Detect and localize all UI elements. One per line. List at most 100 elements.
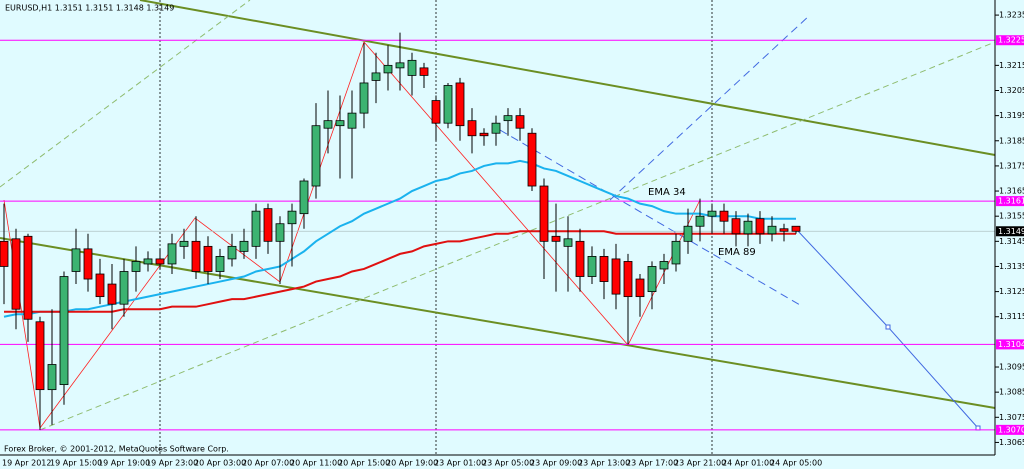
level-tag (996, 35, 1024, 46)
candle-body (503, 115, 513, 122)
x-tick-label: 23 Apr 13:00 (578, 459, 630, 468)
candle-body (623, 261, 633, 298)
candle-body (143, 258, 153, 265)
candle-body (671, 240, 681, 265)
candle-body (419, 67, 429, 76)
x-tick-label: 23 Apr 01:00 (434, 459, 486, 468)
candle-body (287, 210, 297, 225)
pitchfork-line (39, 41, 996, 431)
level-tag (996, 196, 1024, 207)
y-tick-label: 1.3095 (999, 363, 1024, 372)
x-tick-label: 23 Apr 21:00 (674, 459, 726, 468)
ema-label: EMA 34 (648, 187, 686, 198)
channel-line (0, 237, 996, 409)
candle-body (791, 225, 801, 232)
candle-body (659, 261, 669, 270)
candle-body (683, 225, 693, 242)
level-tag (996, 339, 1024, 350)
x-tick-label: 19 Apr 2012 (2, 459, 51, 468)
price-label: 1.3149 (998, 227, 1024, 236)
candle-body (575, 240, 585, 277)
candle-body (239, 240, 249, 252)
forecast-point (885, 324, 891, 330)
x-tick-label: 20 Apr 03:00 (194, 459, 246, 468)
candle-body (0, 240, 9, 267)
footer: Forex Broker, © 2001-2012, MetaQuotes So… (4, 445, 229, 454)
candle-body (263, 208, 273, 242)
candle-body (215, 256, 225, 272)
candle-body (743, 220, 753, 235)
candle-body (515, 115, 525, 129)
candle-body (707, 210, 717, 217)
price-tag (996, 226, 1024, 237)
candle-body (395, 62, 405, 69)
x-tick-label: 23 Apr 17:00 (626, 459, 678, 468)
levels (0, 39, 995, 431)
candle-body (131, 261, 141, 272)
candle-body (539, 185, 549, 242)
candle-body (779, 228, 789, 232)
y-tick-label: 1.3075 (999, 413, 1024, 422)
candle-body (323, 120, 333, 129)
candle-body (731, 218, 741, 235)
candle-body (95, 273, 105, 298)
y-tick-label: 1.3085 (999, 388, 1024, 397)
candle-body (347, 112, 357, 129)
level-label: 1.3225 (998, 36, 1024, 45)
y-tick-label: 1.3195 (999, 111, 1024, 120)
candle-body (695, 215, 705, 227)
x-tick-label: 24 Apr 05:00 (770, 459, 822, 468)
candle-body (299, 180, 309, 215)
candle-body (11, 238, 21, 310)
candle-body (35, 321, 45, 391)
candle-body (407, 59, 417, 76)
candle-body (119, 271, 129, 305)
y-tick-label: 1.3185 (999, 136, 1024, 145)
level-label: 1.3070 (998, 425, 1024, 434)
plot (0, 32, 801, 430)
candle-body (83, 248, 93, 280)
candle-body (383, 64, 393, 74)
x-tick-label: 24 Apr 01:00 (722, 459, 774, 468)
y-tick-label: 1.3165 (999, 187, 1024, 196)
candle-body (599, 256, 609, 282)
y-tick-label: 1.3145 (999, 237, 1024, 246)
x-tick-label: 20 Apr 19:00 (386, 459, 438, 468)
candle-body (251, 210, 261, 247)
y-tick-label: 1.3065 (999, 438, 1024, 447)
candle-body (767, 225, 777, 235)
projection-line (609, 14, 811, 201)
y-tick-label: 1.3135 (999, 262, 1024, 271)
candle-body (227, 245, 237, 260)
candle-body (587, 256, 597, 277)
level-label: 1.3104 (998, 340, 1024, 349)
candle-body (443, 85, 453, 124)
candle-body (467, 120, 477, 137)
y-tick-label: 1.3125 (999, 287, 1024, 296)
candle-body (59, 276, 69, 386)
channel-line (139, 0, 996, 156)
candle-body (455, 82, 465, 127)
candle-body (47, 364, 57, 391)
x-tick-label: 23 Apr 09:00 (530, 459, 582, 468)
candle-body (275, 223, 285, 242)
candle-body (479, 132, 489, 137)
candle-body (359, 82, 369, 114)
candle-body (191, 240, 201, 272)
candle-body (755, 218, 765, 235)
candle-body (371, 72, 381, 81)
y-tick-label: 1.3175 (999, 161, 1024, 170)
x-tick-label: 19 Apr 23:00 (146, 459, 198, 468)
candle-body (179, 240, 189, 247)
y-tick-label: 1.3215 (999, 61, 1024, 70)
level-label: 1.3161 (998, 197, 1024, 206)
candle-body (719, 210, 729, 222)
x-tick-label: 20 Apr 15:00 (338, 459, 390, 468)
candle-body (551, 235, 561, 242)
y-tick-label: 1.3155 (999, 212, 1024, 221)
x-tick-label: 23 Apr 05:00 (482, 459, 534, 468)
candle-body (107, 283, 117, 305)
y-tick-label: 1.3115 (999, 312, 1024, 321)
